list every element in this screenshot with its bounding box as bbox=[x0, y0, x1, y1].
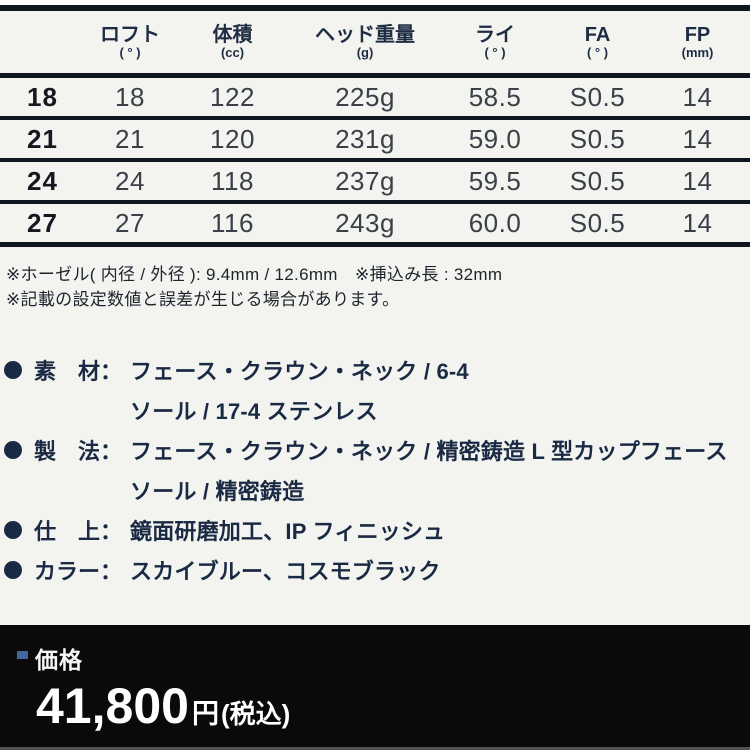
loft-value: 24 bbox=[115, 165, 145, 196]
row-label: 21 bbox=[27, 123, 58, 154]
header-cell-fp: FP (mm) bbox=[681, 24, 714, 60]
price-amount: 41,800 bbox=[36, 678, 189, 734]
spec-method: 製 法： フェース・クラウン・ネック / 精密鋳造 L 型カップフェース bbox=[0, 430, 750, 470]
footnotes: ※ホーゼル( 内径 / 外径 ): 9.4mm / 12.6mm ※挿込み長 :… bbox=[0, 262, 750, 312]
volume-value: 116 bbox=[211, 207, 254, 238]
spec-value: フェース・クラウン・ネック / 精密鋳造 L 型カップフェース bbox=[130, 439, 728, 464]
spec-material: 素 材： フェース・クラウン・ネック / 6-4 bbox=[0, 350, 750, 390]
spec-label: 仕 上： bbox=[34, 519, 123, 544]
price-label: 価格 bbox=[35, 647, 83, 673]
bottom-strip bbox=[0, 747, 750, 750]
spec-material-cont: ソール / 17-4 ステンレス bbox=[0, 390, 750, 430]
table-row-21: 21 21 120 231g 59.0 S0.5 14 bbox=[0, 120, 750, 158]
spec-value: ソール / 精密鋳造 bbox=[130, 479, 305, 504]
bullet-icon bbox=[4, 441, 22, 459]
header-cell-loft: ロフト ( ° ) bbox=[100, 24, 160, 60]
table-row-18: 18 18 122 225g 58.5 S0.5 14 bbox=[0, 78, 750, 116]
table-row-27: 27 27 116 243g 60.0 S0.5 14 bbox=[0, 204, 750, 242]
lie-value: 60.0 bbox=[468, 207, 522, 238]
row-label: 27 bbox=[27, 207, 58, 238]
row-label: 24 bbox=[27, 165, 58, 196]
row-label: 18 bbox=[27, 81, 58, 112]
head-weight-value: 237g bbox=[335, 165, 395, 196]
fa-value: S0.5 bbox=[569, 81, 626, 112]
footnote-disclaimer: ※記載の設定数値と誤差が生じる場合があります。 bbox=[6, 290, 400, 309]
price-value-row: 41,800 円 (税込) bbox=[17, 677, 750, 735]
divider bbox=[0, 158, 750, 162]
spec-color: カラー： スカイブルー、コスモブラック bbox=[0, 550, 750, 590]
table-header-row: ロフト ( ° ) 体積 (cc) ヘッド重量 (g) ライ ( ° ) FA … bbox=[0, 11, 750, 73]
spec-value: スカイブルー、コスモブラック bbox=[130, 559, 441, 584]
head-weight-value: 243g bbox=[335, 207, 395, 238]
top-gap bbox=[0, 0, 750, 5]
fa-value: S0.5 bbox=[569, 123, 626, 154]
lie-value: 59.5 bbox=[468, 165, 522, 196]
bullet-icon bbox=[4, 361, 22, 379]
fp-value: 14 bbox=[682, 123, 713, 154]
divider bbox=[0, 73, 750, 78]
table-top-border bbox=[0, 5, 750, 11]
loft-value: 18 bbox=[115, 81, 145, 112]
price-label-row: 価格 bbox=[17, 645, 750, 673]
volume-value: 118 bbox=[211, 165, 254, 196]
spec-value: フェース・クラウン・ネック / 6-4 bbox=[130, 359, 469, 384]
price-unit-yen: 円 bbox=[191, 699, 219, 729]
spec-method-cont: ソール / 精密鋳造 bbox=[0, 470, 750, 510]
divider bbox=[0, 200, 750, 204]
footnote-hosel: ※ホーゼル( 内径 / 外径 ): 9.4mm / 12.6mm ※挿込み長 :… bbox=[6, 265, 503, 284]
table-bottom-border bbox=[0, 242, 750, 247]
price-tax-note: (税込) bbox=[220, 699, 291, 729]
head-weight-value: 231g bbox=[335, 123, 395, 154]
header-cell-blank bbox=[0, 11, 85, 73]
fp-value: 14 bbox=[682, 165, 713, 196]
fp-value: 14 bbox=[682, 81, 713, 112]
header-cell-head-weight: ヘッド重量 (g) bbox=[315, 24, 415, 60]
lie-value: 59.0 bbox=[468, 123, 522, 154]
fa-value: S0.5 bbox=[569, 165, 626, 196]
loft-value: 21 bbox=[115, 123, 145, 154]
lie-value: 58.5 bbox=[468, 81, 522, 112]
price-section: 価格 41,800 円 (税込) bbox=[0, 625, 750, 747]
spec-finish: 仕 上： 鏡面研磨加工、IP フィニッシュ bbox=[0, 510, 750, 550]
spec-list: 素 材： フェース・クラウン・ネック / 6-4 ソール / 17-4 ステンレ… bbox=[0, 350, 750, 590]
spec-value: ソール / 17-4 ステンレス bbox=[130, 399, 378, 424]
bullet-icon bbox=[4, 561, 22, 579]
table-row-24: 24 24 118 237g 59.5 S0.5 14 bbox=[0, 162, 750, 200]
volume-value: 120 bbox=[210, 123, 255, 154]
volume-value: 122 bbox=[210, 81, 255, 112]
spec-value: 鏡面研磨加工、IP フィニッシュ bbox=[130, 519, 446, 544]
head-weight-value: 225g bbox=[335, 81, 395, 112]
spec-label: 製 法： bbox=[34, 439, 123, 464]
bullet-icon bbox=[4, 521, 22, 539]
fa-value: S0.5 bbox=[569, 207, 626, 238]
spec-label: カラー： bbox=[34, 559, 123, 584]
header-cell-fa: FA ( ° ) bbox=[584, 24, 611, 60]
header-cell-volume: 体積 (cc) bbox=[212, 24, 253, 60]
header-cell-lie: ライ ( ° ) bbox=[475, 24, 515, 60]
fp-value: 14 bbox=[682, 207, 713, 238]
price-marker-icon bbox=[17, 651, 28, 659]
divider bbox=[0, 116, 750, 120]
spec-label: 素 材： bbox=[34, 359, 123, 384]
loft-value: 27 bbox=[115, 207, 145, 238]
